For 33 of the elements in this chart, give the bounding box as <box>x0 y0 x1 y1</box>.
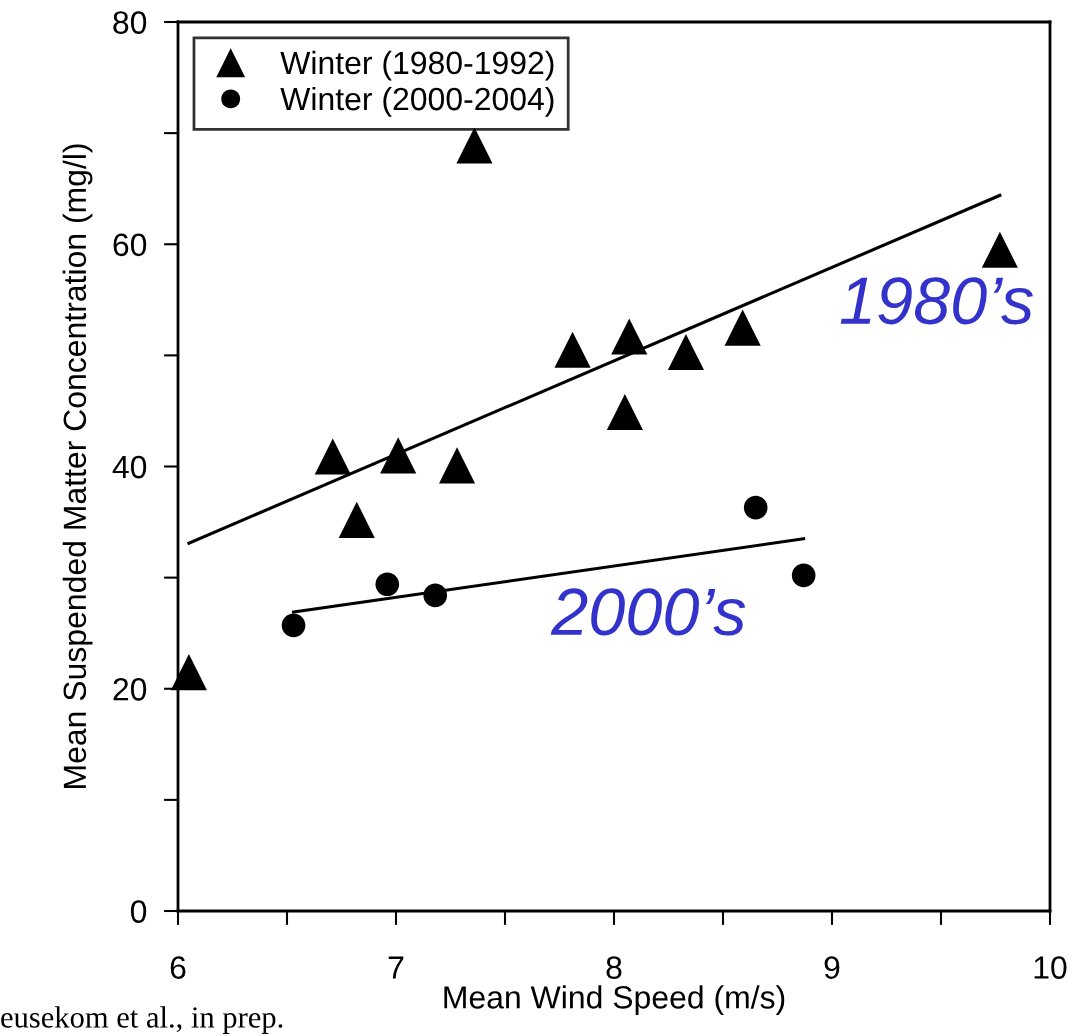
point <box>380 437 417 474</box>
point <box>438 447 476 484</box>
point <box>667 333 704 371</box>
x-tick-label: 7 <box>388 956 404 979</box>
y-axis-title: Mean Suspended Matter Concentration (mg/l) <box>62 144 93 788</box>
x-tick-label: 9 <box>824 956 840 979</box>
x-axis-title: Mean Wind Speed (m/s) <box>444 985 785 1015</box>
point <box>170 654 207 691</box>
point <box>791 563 816 588</box>
y-tick-label: 20 <box>113 678 147 701</box>
point <box>981 231 1018 268</box>
legend-label: Winter (1980-1992) <box>280 50 554 81</box>
point <box>423 583 448 608</box>
point <box>743 495 768 520</box>
x-tick-label: 6 <box>170 956 186 979</box>
y-tick-label: 80 <box>113 11 147 34</box>
annotation: 2000’s <box>550 588 746 636</box>
point <box>281 613 306 638</box>
annotation: 1980’s <box>840 277 1033 325</box>
point <box>611 318 648 355</box>
point <box>338 501 375 538</box>
x-tick-label: 8 <box>606 956 622 979</box>
point <box>724 309 761 346</box>
point <box>606 393 643 431</box>
y-tick-label: 0 <box>130 900 147 923</box>
text: eusekom et al., in prep. <box>1 1006 283 1034</box>
x-tick-label: 10 <box>1034 956 1067 979</box>
y-tick-label: 40 <box>112 455 147 479</box>
point <box>375 572 400 597</box>
y-tick-label: 60 <box>113 233 147 257</box>
point <box>554 331 591 368</box>
point <box>314 438 351 475</box>
legend-label: Winter (2000-2004) <box>280 86 554 117</box>
